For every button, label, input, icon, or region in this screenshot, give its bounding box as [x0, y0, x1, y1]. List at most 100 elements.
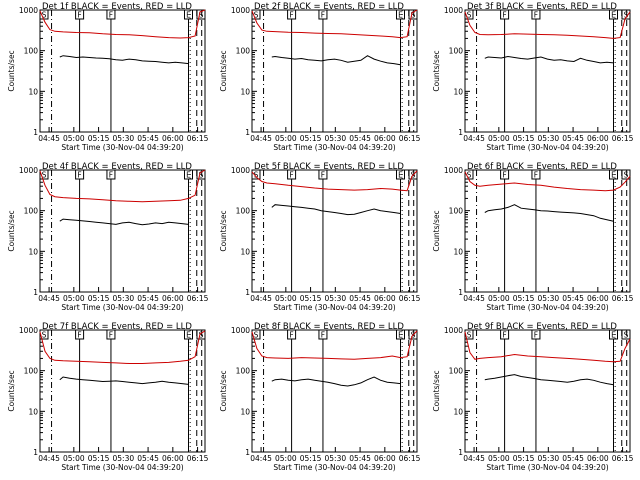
x-axis-label: Start Time (30-Nov-04 04:39:20): [486, 143, 608, 152]
plot-frame: [464, 329, 631, 453]
marker-label: E: [611, 171, 616, 180]
series-line-lld: [251, 170, 418, 192]
y-tick-label: 1: [33, 128, 38, 137]
x-axis-label: Start Time (30-Nov-04 04:39:20): [273, 463, 395, 472]
marker-label-box: [500, 329, 510, 340]
x-tick-label: 06:00: [374, 294, 396, 303]
plot-frame: [251, 9, 418, 133]
marker-label: F: [534, 171, 538, 180]
y-tick-label: 100: [24, 207, 39, 216]
marker-label: F: [502, 331, 506, 340]
marker-label: F: [289, 171, 293, 180]
marker-label: S: [199, 331, 204, 340]
marker-label: S: [42, 11, 47, 20]
marker-label-box: [106, 169, 116, 180]
series-line-events: [271, 204, 401, 216]
x-axis-label: Start Time (30-Nov-04 04:39:20): [486, 463, 608, 472]
marker-label: F: [502, 11, 506, 20]
x-tick-label: 06:15: [399, 294, 421, 303]
marker-label: E: [186, 171, 191, 180]
series-line-events: [59, 376, 189, 385]
x-tick-label: 04:45: [463, 134, 485, 143]
y-axis-label: Counts/sec: [432, 210, 441, 251]
x-tick-label: 04:45: [250, 134, 272, 143]
marker-label-box: [184, 169, 193, 180]
marker-label: E: [186, 11, 191, 20]
marker-label-box: [39, 329, 49, 340]
plot-frame: [251, 329, 418, 453]
marker-label: S: [467, 171, 472, 180]
x-tick-label: 05:15: [88, 134, 110, 143]
y-tick-label: 1000: [231, 6, 250, 15]
series-line-lld: [39, 9, 206, 39]
chart-panel: Det 2f BLACK = Events, RED = LLD 1 10 100 10…: [219, 2, 421, 152]
marker-label: S: [199, 171, 204, 180]
marker-label: F: [321, 331, 325, 340]
y-tick-label: 1000: [231, 166, 250, 175]
y-axis-label: Counts/sec: [432, 370, 441, 411]
y-tick-label: 100: [449, 47, 464, 56]
marker-label-box: [251, 329, 261, 340]
marker-label: S: [254, 331, 259, 340]
marker-label: E: [611, 11, 616, 20]
x-tick-label: 06:15: [187, 294, 209, 303]
chart-title: Det 5f BLACK = Events, RED = LLD: [254, 162, 404, 172]
marker-label: F: [289, 11, 293, 20]
x-tick-label: 05:30: [325, 294, 347, 303]
marker-label: F: [534, 331, 538, 340]
x-tick-label: 05:15: [88, 454, 110, 463]
y-tick-label: 10: [453, 247, 463, 256]
x-tick-label: 05:15: [300, 294, 322, 303]
y-tick-label: 100: [24, 47, 39, 56]
y-tick-label: 100: [24, 367, 39, 376]
x-tick-label: 05:45: [349, 294, 371, 303]
x-tick-label: 06:00: [587, 134, 609, 143]
x-tick-label: 06:00: [374, 134, 396, 143]
marker-label-box: [318, 169, 328, 180]
y-tick-label: 100: [449, 367, 464, 376]
y-axis-label: Counts/sec: [219, 370, 228, 411]
chart-title: Det 2f BLACK = Events, RED = LLD: [254, 2, 404, 12]
y-tick-label: 10: [453, 407, 463, 416]
x-tick-label: 04:45: [250, 454, 272, 463]
x-tick-label: 06:00: [374, 454, 396, 463]
chart-title: Det 4f BLACK = Events, RED = LLD: [42, 162, 192, 172]
y-tick-label: 1000: [19, 6, 38, 15]
marker-label: F: [109, 171, 113, 180]
y-tick-label: 100: [236, 367, 251, 376]
x-tick-label: 05:00: [63, 454, 85, 463]
y-tick-label: 1000: [19, 166, 38, 175]
plot-frame: [464, 169, 631, 293]
x-tick-label: 05:15: [300, 454, 322, 463]
x-tick-label: 06:15: [187, 454, 209, 463]
marker-label: E: [398, 11, 403, 20]
marker-label: E: [398, 171, 403, 180]
marker-label: F: [321, 11, 325, 20]
marker-label: S: [42, 171, 47, 180]
x-tick-label: 05:00: [275, 134, 297, 143]
marker-label-box: [106, 9, 116, 20]
marker-label: E: [186, 331, 191, 340]
marker-label-box: [251, 169, 261, 180]
x-axis-label: Start Time (30-Nov-04 04:39:20): [273, 303, 395, 312]
marker-label: F: [321, 171, 325, 180]
y-tick-label: 10: [240, 87, 250, 96]
marker-label: S: [467, 11, 472, 20]
y-tick-label: 1000: [19, 326, 38, 335]
x-tick-label: 05:15: [513, 294, 535, 303]
y-tick-label: 10: [28, 247, 38, 256]
marker-label-box: [396, 9, 405, 20]
y-tick-label: 1: [33, 448, 38, 457]
marker-label: S: [254, 171, 259, 180]
chart-panel: Det 9f BLACK = Events, RED = LLD 1 10 100 10…: [432, 322, 634, 472]
y-axis-label: Counts/sec: [7, 50, 16, 91]
series-line-events: [484, 374, 614, 386]
y-tick-label: 10: [453, 87, 463, 96]
x-tick-label: 06:00: [162, 134, 184, 143]
y-axis-label: Counts/sec: [7, 370, 16, 411]
marker-label: F: [289, 331, 293, 340]
chart-title: Det 8f BLACK = Events, RED = LLD: [254, 322, 404, 332]
x-tick-label: 06:00: [162, 294, 184, 303]
x-tick-label: 05:45: [562, 134, 584, 143]
y-tick-label: 10: [240, 247, 250, 256]
